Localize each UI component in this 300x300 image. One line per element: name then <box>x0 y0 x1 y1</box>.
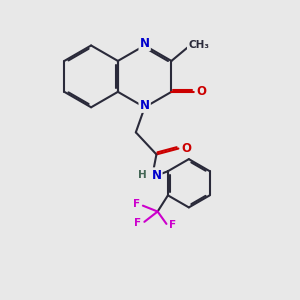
Text: O: O <box>181 142 191 155</box>
Text: F: F <box>134 218 141 228</box>
Text: N: N <box>152 169 161 182</box>
Text: N: N <box>140 37 150 50</box>
Text: F: F <box>133 199 140 209</box>
Text: N: N <box>140 99 150 112</box>
Text: H: H <box>138 170 147 180</box>
Text: F: F <box>169 220 176 230</box>
Text: CH₃: CH₃ <box>188 40 209 50</box>
Text: O: O <box>196 85 206 98</box>
